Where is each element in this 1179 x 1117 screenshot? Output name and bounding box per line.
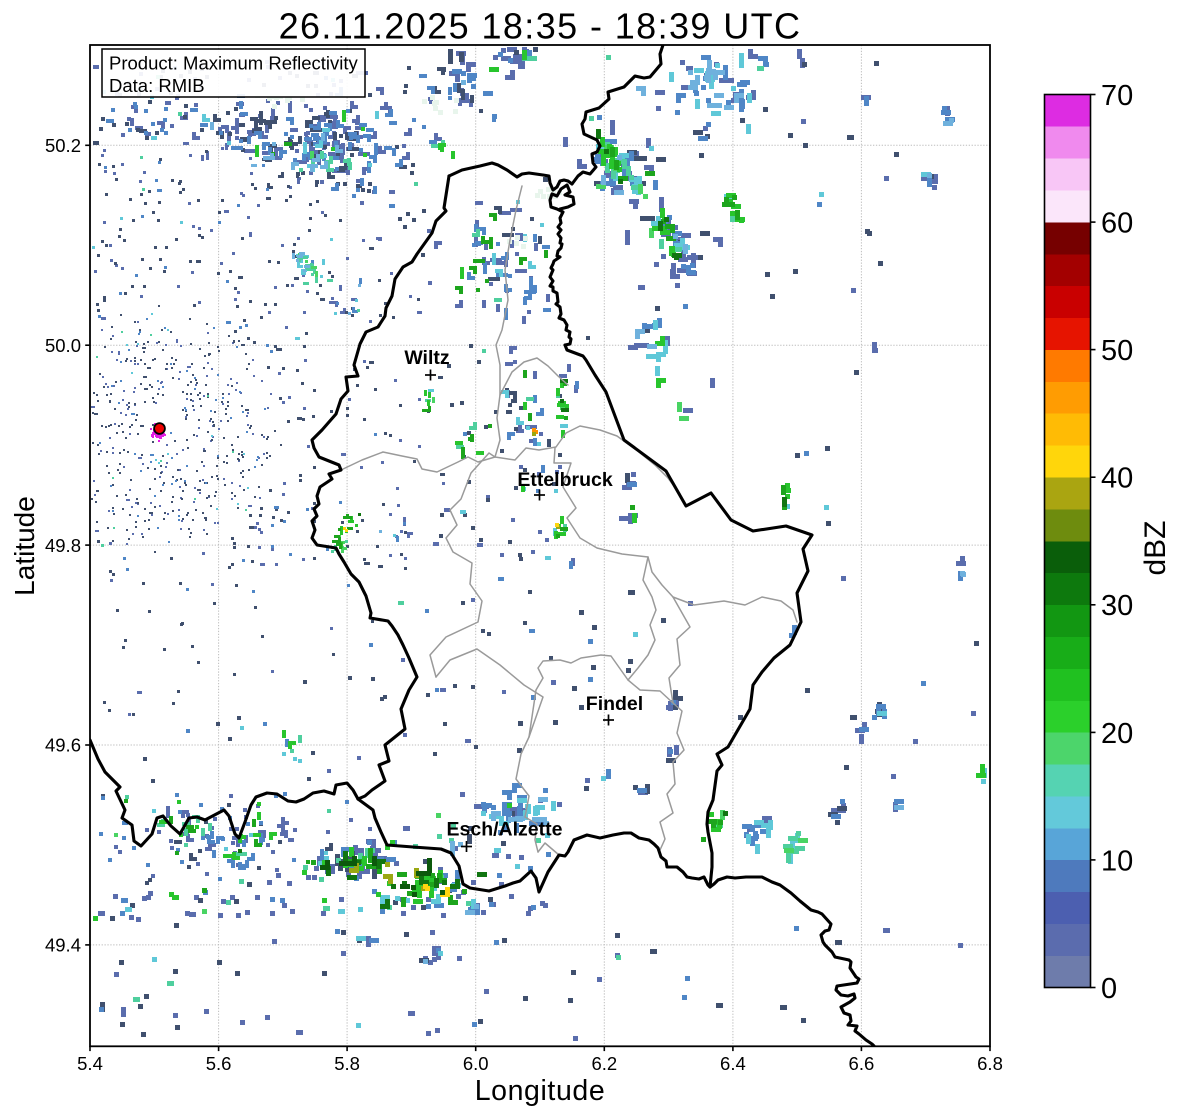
svg-text:5.4: 5.4 xyxy=(77,1053,103,1074)
svg-text:6.4: 6.4 xyxy=(720,1053,746,1074)
svg-text:70: 70 xyxy=(1101,80,1133,112)
svg-text:dBZ: dBZ xyxy=(1139,520,1172,575)
svg-text:26.11.2025 18:35 - 18:39 UTC: 26.11.2025 18:35 - 18:39 UTC xyxy=(279,6,802,47)
svg-text:Findel: Findel xyxy=(586,693,643,715)
svg-text:Product: Maximum Reflectivity: Product: Maximum Reflectivity xyxy=(109,53,359,74)
svg-text:50.2: 50.2 xyxy=(45,135,81,156)
svg-text:50.0: 50.0 xyxy=(45,335,81,356)
svg-text:5.6: 5.6 xyxy=(206,1053,232,1074)
svg-text:Latitude: Latitude xyxy=(9,496,40,596)
svg-text:Data: RMIB: Data: RMIB xyxy=(109,75,205,96)
svg-text:49.8: 49.8 xyxy=(45,535,81,556)
svg-text:49.6: 49.6 xyxy=(45,735,81,756)
svg-text:5.8: 5.8 xyxy=(334,1053,360,1074)
svg-text:30: 30 xyxy=(1101,590,1133,622)
svg-text:6.8: 6.8 xyxy=(977,1053,1003,1074)
svg-text:0: 0 xyxy=(1101,973,1117,1005)
svg-text:10: 10 xyxy=(1101,845,1133,877)
svg-text:Ettelbruck: Ettelbruck xyxy=(517,469,613,491)
svg-text:6.2: 6.2 xyxy=(591,1053,617,1074)
svg-text:6.6: 6.6 xyxy=(849,1053,875,1074)
svg-text:60: 60 xyxy=(1101,208,1133,240)
svg-text:Esch/Alzette: Esch/Alzette xyxy=(447,819,563,841)
svg-text:50: 50 xyxy=(1101,335,1133,367)
svg-text:40: 40 xyxy=(1101,463,1133,495)
svg-text:Longitude: Longitude xyxy=(475,1075,606,1107)
svg-text:6.0: 6.0 xyxy=(463,1053,489,1074)
svg-text:20: 20 xyxy=(1101,718,1133,750)
svg-text:Wiltz: Wiltz xyxy=(404,347,450,369)
svg-text:49.4: 49.4 xyxy=(45,935,81,956)
